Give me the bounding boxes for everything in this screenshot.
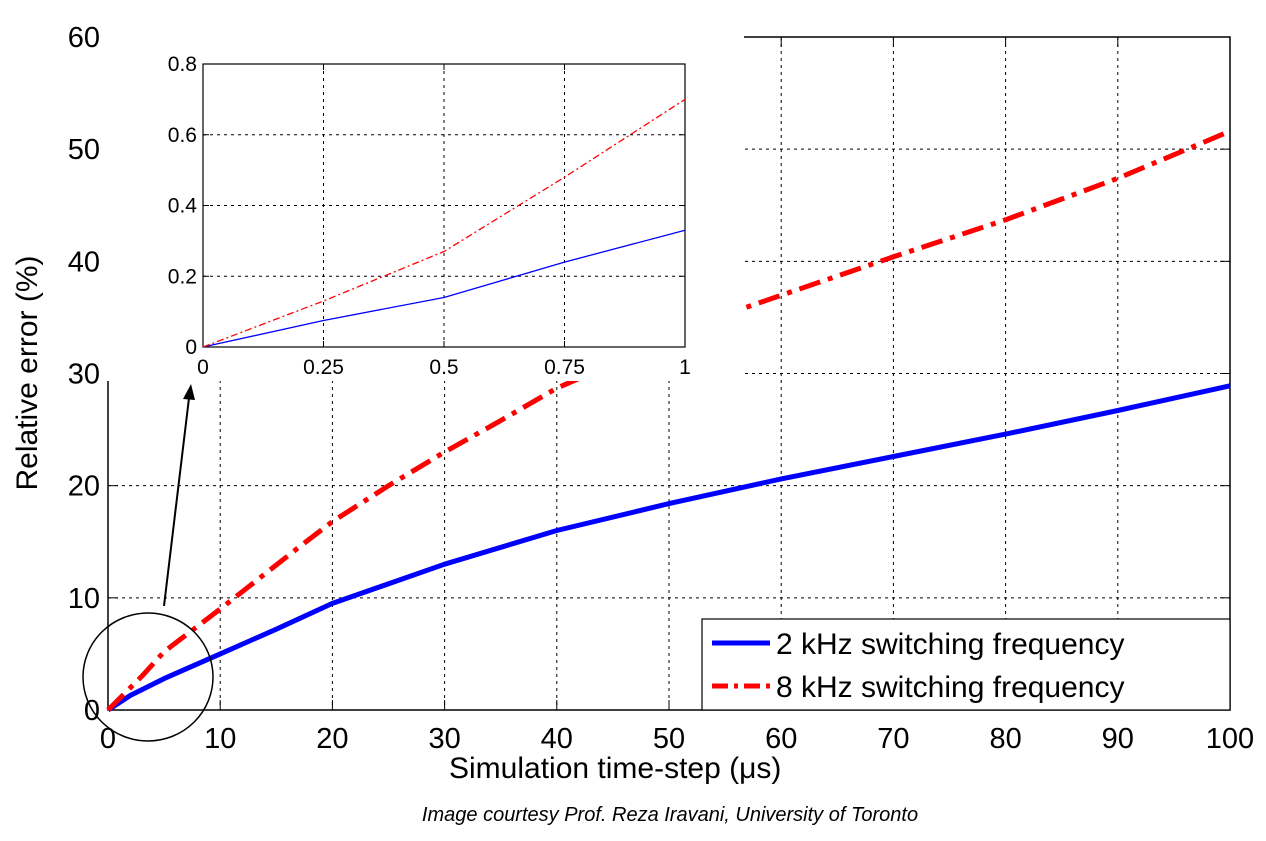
inset-x-tick-label: 0.75 [544,356,585,379]
main-y-tick-label: 40 [68,246,100,278]
main-x-tick-label: 50 [653,723,685,755]
main-x-tick-label: 10 [204,723,236,755]
main-y-tick-label: 60 [68,22,100,54]
zoom-arrow-head [183,384,195,400]
zoom-arrow-line [163,397,190,607]
inset-x-tick-label: 0.25 [303,356,344,379]
main-y-tick-label: 10 [68,583,100,615]
inset-series [202,98,686,348]
main-y-tick-label: 50 [68,134,100,166]
y-axis-label: Relative error (%) [11,255,44,490]
inset-y-tick-label: 0.6 [168,124,197,147]
inset-axis-ticks: 0 0.25 0.5 0.75 1 0 0.2 0.4 0.6 0.8 [168,53,691,379]
inset-y-tick-label: 0 [185,336,197,359]
main-x-tick-label: 100 [1206,723,1254,755]
legend: 2 kHz switching frequency 8 kHz switchin… [701,618,1231,711]
inset-y-tick-label: 0.4 [168,195,198,218]
main-series-2khz-line [106,383,1231,713]
inset-x-tick-label: 0.5 [429,356,458,379]
main-x-tick-label: 20 [316,723,348,755]
main-x-tick-label: 30 [428,723,460,755]
main-series [106,128,1231,713]
inset-series-8khz-line [202,98,686,348]
inset-y-tick-label: 0.2 [168,265,197,288]
inset-grid [203,64,685,347]
main-x-tick-label: 40 [541,723,573,755]
legend-label-8khz: 8 kHz switching frequency [776,671,1125,704]
image-caption: Image courtesy Prof. Reza Iravani, Unive… [421,804,919,826]
zoom-region-ellipse [82,612,214,742]
main-x-tick-label: 80 [989,723,1021,755]
main-x-tick-label: 70 [877,723,909,755]
main-series-8khz-line [106,128,1231,712]
main-y-tick-label: 20 [68,471,100,503]
inset-x-tick-label: 0 [197,356,209,379]
legend-label-2khz: 2 kHz switching frequency [776,628,1125,661]
inset-x-tick-label: 1 [679,356,691,379]
inset-background [104,34,744,381]
main-y-tick-label: 30 [68,359,100,391]
inset-y-tick-label: 0.8 [168,53,197,76]
legend-box [701,618,1231,711]
x-axis-label: Simulation time-step (μs) [449,752,781,785]
main-x-tick-label: 90 [1102,723,1134,755]
main-axis-ticks: 0 10 20 30 40 50 60 70 80 90 100 0 10 20 30 40 50 60 [68,22,1254,755]
inset-series-2khz-line [202,229,686,348]
main-x-tick-label: 60 [765,723,797,755]
